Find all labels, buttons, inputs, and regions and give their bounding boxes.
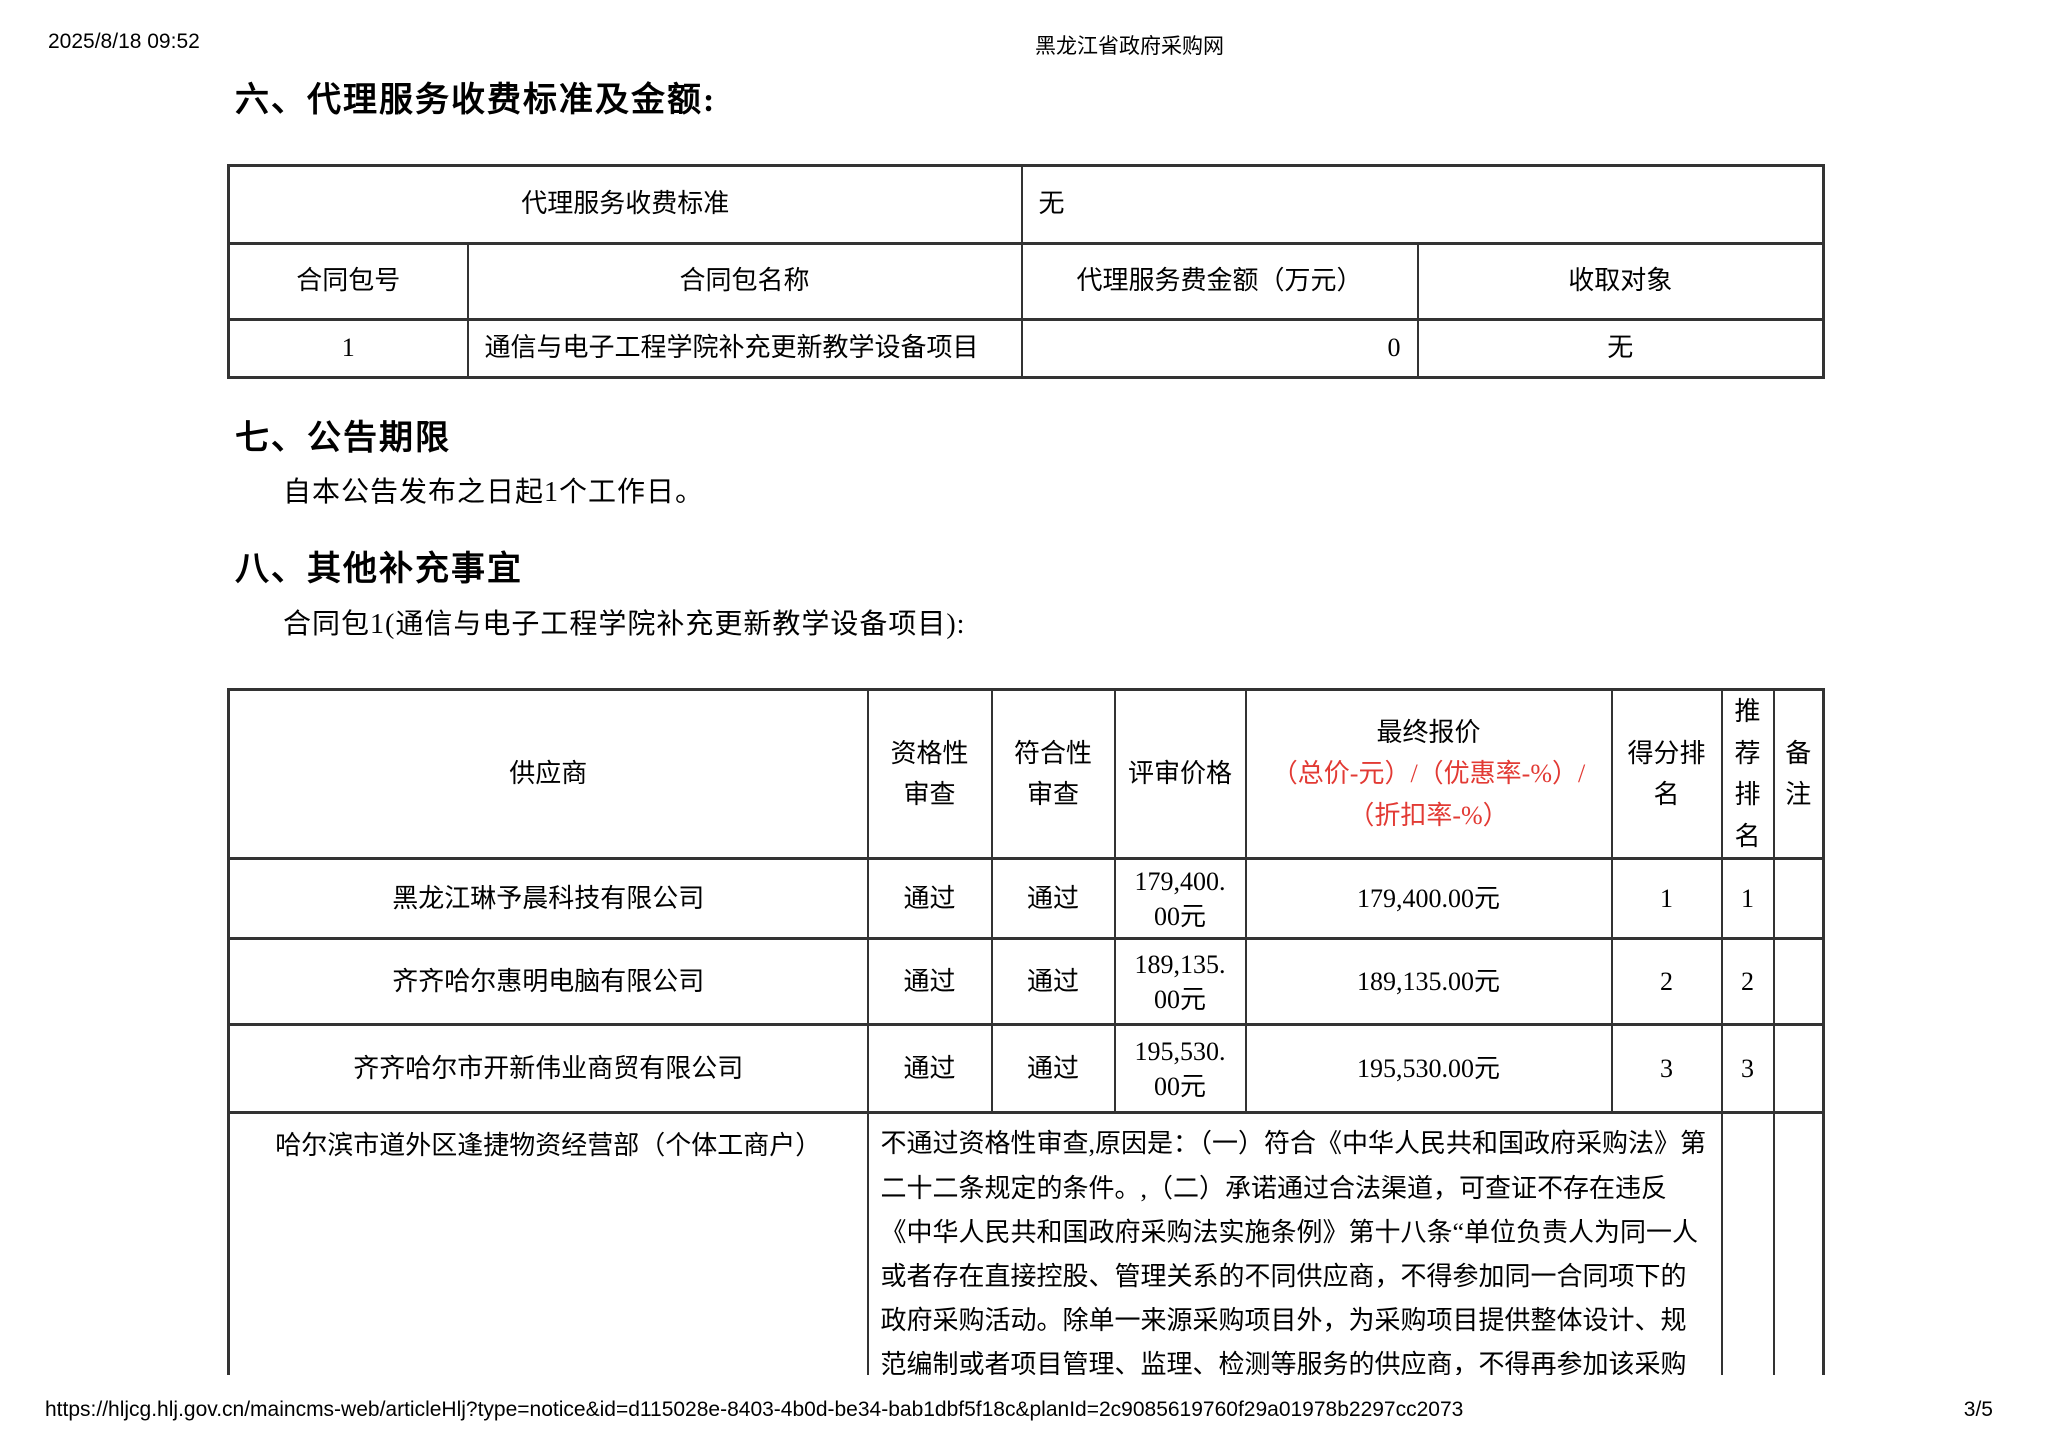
col-fee-amount: 代理服务费金额（万元）	[1020, 242, 1419, 321]
supplier-row: 齐齐哈尔市开新伟业商贸有限公司 通过 通过 195,530.00元 195,53…	[227, 1023, 1825, 1115]
supplier-row: 齐齐哈尔惠明电脑有限公司 通过 通过 189,135.00元 189,135.0…	[227, 937, 1825, 1027]
fee-amount-cell: 0	[1020, 318, 1419, 379]
supplier-row: 黑龙江琳予晨科技有限公司 通过 通过 179,400.00元 179,400.0…	[227, 857, 1825, 941]
agency-fee-table-wrap: 代理服务收费标准 无 合同包号 合同包名称 代理服务费金额（万元） 收取对象 1…	[227, 164, 1826, 379]
score-rank-cell: 1	[1610, 857, 1723, 941]
conformity-cell: 通过	[990, 1023, 1116, 1115]
score-rank-cell: 3	[1610, 1023, 1723, 1115]
section-seven-heading: 七、公告期限	[235, 420, 451, 457]
supplier-cell: 齐齐哈尔惠明电脑有限公司	[227, 937, 869, 1027]
col-package-name: 合同包名称	[466, 242, 1023, 321]
collect-target-cell: 无	[1416, 318, 1825, 379]
fee-standard-row: 代理服务收费标准 无	[227, 164, 1825, 245]
recommend-rank-cell: 2	[1720, 937, 1775, 1027]
print-url: https://hljcg.hlj.gov.cn/maincms-web/art…	[45, 1398, 1464, 1421]
review-price-cell: 195,530.00元	[1113, 1023, 1247, 1115]
recommend-rank-cell: 3	[1720, 1023, 1775, 1115]
supplier-cell: 黑龙江琳予晨科技有限公司	[227, 857, 869, 941]
qualification-cell: 通过	[866, 857, 993, 941]
final-offer-subtitle: （总价-元）/（优惠率-%）/（折扣率-%）	[1271, 759, 1586, 830]
remark-cell	[1772, 857, 1825, 941]
fee-header-row: 合同包号 合同包名称 代理服务费金额（万元） 收取对象	[227, 242, 1825, 321]
rejected-supplier-row: 哈尔滨市道外区逢捷物资经营部（个体工商户） 不通过资格性审查,原因是：（一）符合…	[227, 1111, 1825, 1375]
col-qualification-review: 资格性审查	[866, 688, 993, 861]
final-offer-cell: 189,135.00元	[1244, 937, 1613, 1027]
section-eight-heading: 八、其他补充事宜	[235, 551, 523, 588]
page-indicator: 3/5	[1963, 1398, 1993, 1421]
remark-cell	[1772, 1111, 1825, 1375]
review-price-cell: 179,400.00元	[1113, 857, 1247, 941]
remark-cell	[1772, 1023, 1825, 1115]
col-recommend-rank: 推荐排名	[1720, 688, 1775, 861]
evaluation-header-row: 供应商 资格性审查 符合性审查 评审价格 最终报价 （总价-元）/（优惠率-%）…	[227, 688, 1825, 861]
score-rank-cell: 2	[1610, 937, 1723, 1027]
col-package-no: 合同包号	[227, 242, 469, 321]
evaluation-table: 供应商 资格性审查 符合性审查 评审价格 最终报价 （总价-元）/（优惠率-%）…	[227, 688, 1825, 1375]
contract-package-text: 合同包1(通信与电子工程学院补充更新教学设备项目):	[283, 609, 966, 640]
final-offer-cell: 179,400.00元	[1244, 857, 1613, 941]
qualification-cell: 通过	[866, 937, 993, 1027]
notice-period-text: 自本公告发布之日起1个工作日。	[283, 477, 705, 508]
rejection-reason-cell: 不通过资格性审查,原因是：（一）符合《中华人民共和国政府采购法》第二十二条规定的…	[866, 1111, 1723, 1375]
supplier-cell: 哈尔滨市道外区逢捷物资经营部（个体工商户）	[227, 1111, 869, 1375]
supplier-cell: 齐齐哈尔市开新伟业商贸有限公司	[227, 1023, 869, 1115]
fee-data-row: 1 通信与电子工程学院补充更新教学设备项目 0 无	[227, 318, 1825, 379]
fee-standard-value: 无	[1020, 164, 1825, 245]
conformity-cell: 通过	[990, 937, 1116, 1027]
fee-standard-label: 代理服务收费标准	[227, 164, 1023, 245]
remark-cell	[1772, 937, 1825, 1027]
final-offer-cell: 195,530.00元	[1244, 1023, 1613, 1115]
review-price-cell: 189,135.00元	[1113, 937, 1247, 1027]
qualification-cell: 通过	[866, 1023, 993, 1115]
col-review-price: 评审价格	[1113, 688, 1247, 861]
package-name-cell: 通信与电子工程学院补充更新教学设备项目	[466, 318, 1023, 379]
section-six-heading: 六、代理服务收费标准及金额:	[235, 82, 717, 119]
package-no-cell: 1	[227, 318, 469, 379]
col-remark: 备注	[1772, 688, 1825, 861]
col-supplier: 供应商	[227, 688, 869, 861]
conformity-cell: 通过	[990, 857, 1116, 941]
col-final-offer: 最终报价 （总价-元）/（优惠率-%）/（折扣率-%）	[1244, 688, 1613, 861]
col-score-rank: 得分排名	[1610, 688, 1723, 861]
col-collect-target: 收取对象	[1416, 242, 1825, 321]
print-datetime: 2025/8/18 09:52	[48, 30, 200, 53]
recommend-rank-cell: 1	[1720, 857, 1775, 941]
col-conformity-review: 符合性审查	[990, 688, 1116, 861]
agency-fee-table: 代理服务收费标准 无 合同包号 合同包名称 代理服务费金额（万元） 收取对象 1…	[227, 164, 1826, 379]
final-offer-title: 最终报价	[1376, 717, 1481, 747]
site-title: 黑龙江省政府采购网	[1035, 35, 1224, 58]
evaluation-table-wrap: 供应商 资格性审查 符合性审查 评审价格 最终报价 （总价-元）/（优惠率-%）…	[227, 688, 1828, 1375]
recommend-rank-cell	[1720, 1111, 1775, 1375]
